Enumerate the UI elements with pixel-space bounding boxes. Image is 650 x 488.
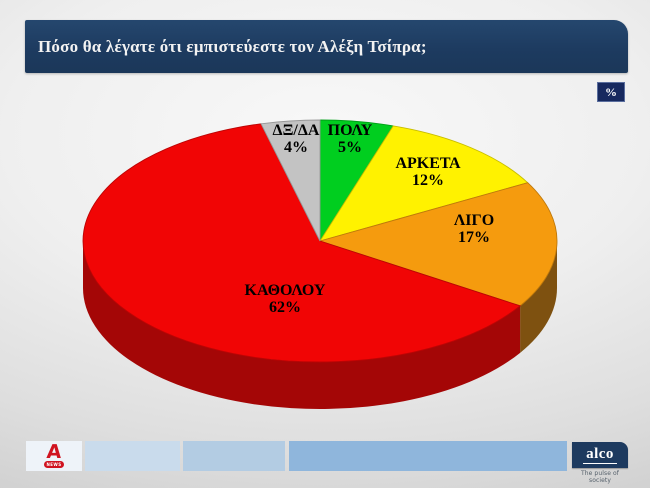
pie-slice-ΑΡΚΕΤΑ <box>318 125 529 242</box>
slice-label-ligo: ΛΙΓΟ 17% <box>454 212 494 246</box>
pie-slice-ΔΞ/ΔΑ <box>260 119 321 242</box>
percent-unit-badge: % <box>597 82 625 102</box>
question-title: Πόσο θα λέγατε ότι εμπιστεύεστε τον Αλέξ… <box>38 36 427 56</box>
slice-percent: 5% <box>337 139 362 156</box>
slice-percent: 62% <box>268 299 301 316</box>
slice-name: ΚΑΘΟΛΟΥ <box>244 282 326 299</box>
footer-bar-3 <box>289 441 567 471</box>
alpha-letter-icon: A <box>45 441 63 463</box>
slice-name: ΑΡΚΕΤΑ <box>395 155 461 172</box>
pie-slice-ΚΑΘΟΛΟΥ <box>82 123 522 363</box>
slice-name: ΛΙΓΟ <box>453 212 495 229</box>
slice-percent: 4% <box>284 139 308 156</box>
slice-label-arketa: ΑΡΚΕΤΑ 12% <box>395 155 460 189</box>
alpha-news-logo-box: A NEWS <box>26 441 82 471</box>
footer-bar-2 <box>183 441 285 471</box>
alco-logo: alco <box>583 446 617 464</box>
alpha-news-pill: NEWS <box>44 461 64 468</box>
slice-label-katholou: ΚΑΘΟΛΟΥ 62% <box>245 282 326 316</box>
alco-logo-box: alco <box>572 442 628 468</box>
alpha-news-logo: A NEWS <box>43 441 65 469</box>
pie-slice-ΛΙΓΟ <box>318 182 558 307</box>
slice-label-dx-da: ΔΞ/ΔΑ 4% <box>273 122 320 156</box>
slice-percent: 17% <box>457 229 490 246</box>
slice-label-poly: ΠΟΛΥ 5% <box>328 122 373 156</box>
pie-side-ΛΙΓΟ <box>520 241 557 353</box>
slice-name: ΔΞ/ΔΑ <box>272 122 320 139</box>
slice-percent: 12% <box>412 172 444 189</box>
alco-tagline: The pulse of society <box>580 470 620 484</box>
pie-side-ΚΑΘΟΛΟΥ <box>83 241 521 410</box>
footer-bar-1 <box>85 441 180 471</box>
slice-name: ΠΟΛΥ <box>327 122 373 139</box>
question-title-bar: Πόσο θα λέγατε ότι εμπιστεύεστε τον Αλέξ… <box>25 20 628 73</box>
